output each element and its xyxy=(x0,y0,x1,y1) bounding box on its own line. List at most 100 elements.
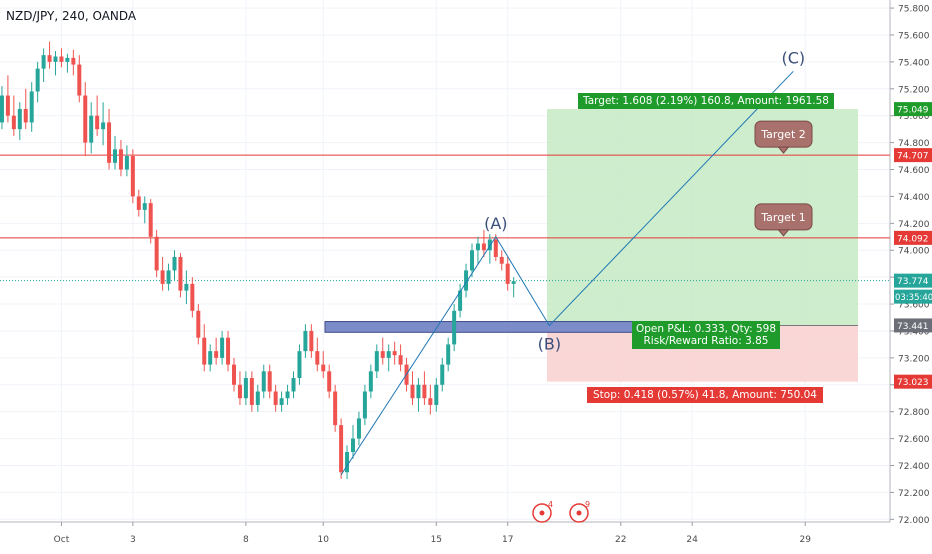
candle-down xyxy=(5,75,10,123)
candle-up xyxy=(0,86,4,130)
y-tick-label: 75.000 xyxy=(898,112,930,122)
candle-up xyxy=(172,250,177,280)
candle-down xyxy=(107,108,112,170)
candle-up xyxy=(255,384,260,412)
candle-down xyxy=(232,357,236,392)
x-tick-label: Oct xyxy=(54,535,70,545)
candle-body xyxy=(434,384,439,405)
candle-down xyxy=(160,256,165,291)
candle-body xyxy=(261,371,266,392)
candle-body xyxy=(470,250,474,271)
candle-down xyxy=(321,351,326,379)
candle-body xyxy=(196,310,201,338)
candle-down xyxy=(95,95,100,136)
y-tick-label: 73.400 xyxy=(898,327,930,337)
candle-body xyxy=(5,95,10,116)
price-tag-level-text: 74.707 xyxy=(897,152,929,162)
candle-up xyxy=(142,196,147,224)
candle-body xyxy=(487,239,492,251)
candle-down xyxy=(273,384,278,412)
candle-body xyxy=(220,337,225,358)
y-tick-label: 72.000 xyxy=(898,516,930,526)
candle-body xyxy=(71,57,76,65)
candle-body xyxy=(499,256,504,264)
y-tick-label: 72.800 xyxy=(898,408,930,418)
candle-body xyxy=(17,108,22,130)
candle-down xyxy=(380,337,385,365)
y-tick-label: 72.600 xyxy=(898,435,930,445)
candle-body xyxy=(481,243,486,251)
candle-body xyxy=(452,310,457,345)
candle-down xyxy=(202,324,207,372)
candle-down xyxy=(493,234,498,261)
candle-body xyxy=(166,270,171,284)
candle-body xyxy=(333,391,338,426)
candle-body xyxy=(380,351,385,358)
candle-up xyxy=(17,102,22,140)
candle-body xyxy=(475,243,480,251)
candle-down xyxy=(71,49,76,76)
candle-down xyxy=(226,330,231,372)
candle-body xyxy=(285,391,290,399)
candle-body xyxy=(83,95,88,143)
candle-body xyxy=(327,371,332,392)
candle-down xyxy=(339,418,344,479)
candle-body xyxy=(101,122,106,130)
candle-body xyxy=(321,364,326,372)
candle-body xyxy=(279,398,284,405)
candle-up xyxy=(261,364,266,399)
candle-body xyxy=(386,351,391,358)
candle-down xyxy=(237,371,242,405)
candle-body xyxy=(154,236,159,271)
candle-down xyxy=(11,95,16,136)
candle-up xyxy=(487,234,492,264)
candle-body xyxy=(356,418,361,439)
candle-down xyxy=(428,384,433,415)
candle-body xyxy=(297,351,302,379)
candle-body xyxy=(243,378,248,399)
price-tag-entry: 73.441 xyxy=(894,318,932,333)
candle-body xyxy=(392,351,397,356)
candle-down xyxy=(136,189,141,217)
x-tick-label: 22 xyxy=(615,535,626,545)
candle-body xyxy=(113,149,117,163)
event-marker-dot xyxy=(576,510,582,516)
candle-down xyxy=(77,55,82,103)
price-tag-current: 73.774 xyxy=(894,273,932,288)
candle-up xyxy=(345,445,350,479)
x-tick-label: 17 xyxy=(502,535,513,545)
event-marker-dot xyxy=(539,510,545,516)
candle-up xyxy=(291,371,296,399)
event-marker-count: 4 xyxy=(548,500,553,509)
candle-up xyxy=(475,236,480,264)
candle-down xyxy=(214,337,219,365)
candle-body xyxy=(23,108,28,123)
candle-body xyxy=(142,203,147,210)
candle-up xyxy=(53,51,58,76)
wave-label: (B) xyxy=(538,335,561,354)
candle-down xyxy=(481,230,486,257)
price-tag-target-text: 75.049 xyxy=(897,106,929,116)
stop-label-text: Stop: 0.418 (0.57%) 41.8, Amount: 750.04 xyxy=(593,389,817,401)
callout-label: Target 1 xyxy=(760,211,806,224)
candle-down xyxy=(392,341,397,365)
candle-body xyxy=(374,351,379,372)
candle-body xyxy=(416,384,421,399)
candle-up xyxy=(470,243,474,278)
wave-label: (C) xyxy=(781,48,805,67)
candle-down xyxy=(398,344,403,372)
candle-down xyxy=(196,304,201,345)
candle-body xyxy=(53,56,58,62)
candle-body xyxy=(178,256,183,291)
candle-body xyxy=(136,196,141,210)
x-tick-label: 8 xyxy=(243,535,249,545)
y-tick-label: 75.800 xyxy=(898,5,930,15)
y-tick-label: 74.000 xyxy=(898,247,930,257)
candle-body xyxy=(208,351,213,365)
price-tag-level-bg xyxy=(894,230,932,245)
candle-body xyxy=(59,56,64,62)
candle-down xyxy=(83,82,88,157)
candle-body xyxy=(107,122,112,163)
target-label-bg xyxy=(578,93,834,109)
